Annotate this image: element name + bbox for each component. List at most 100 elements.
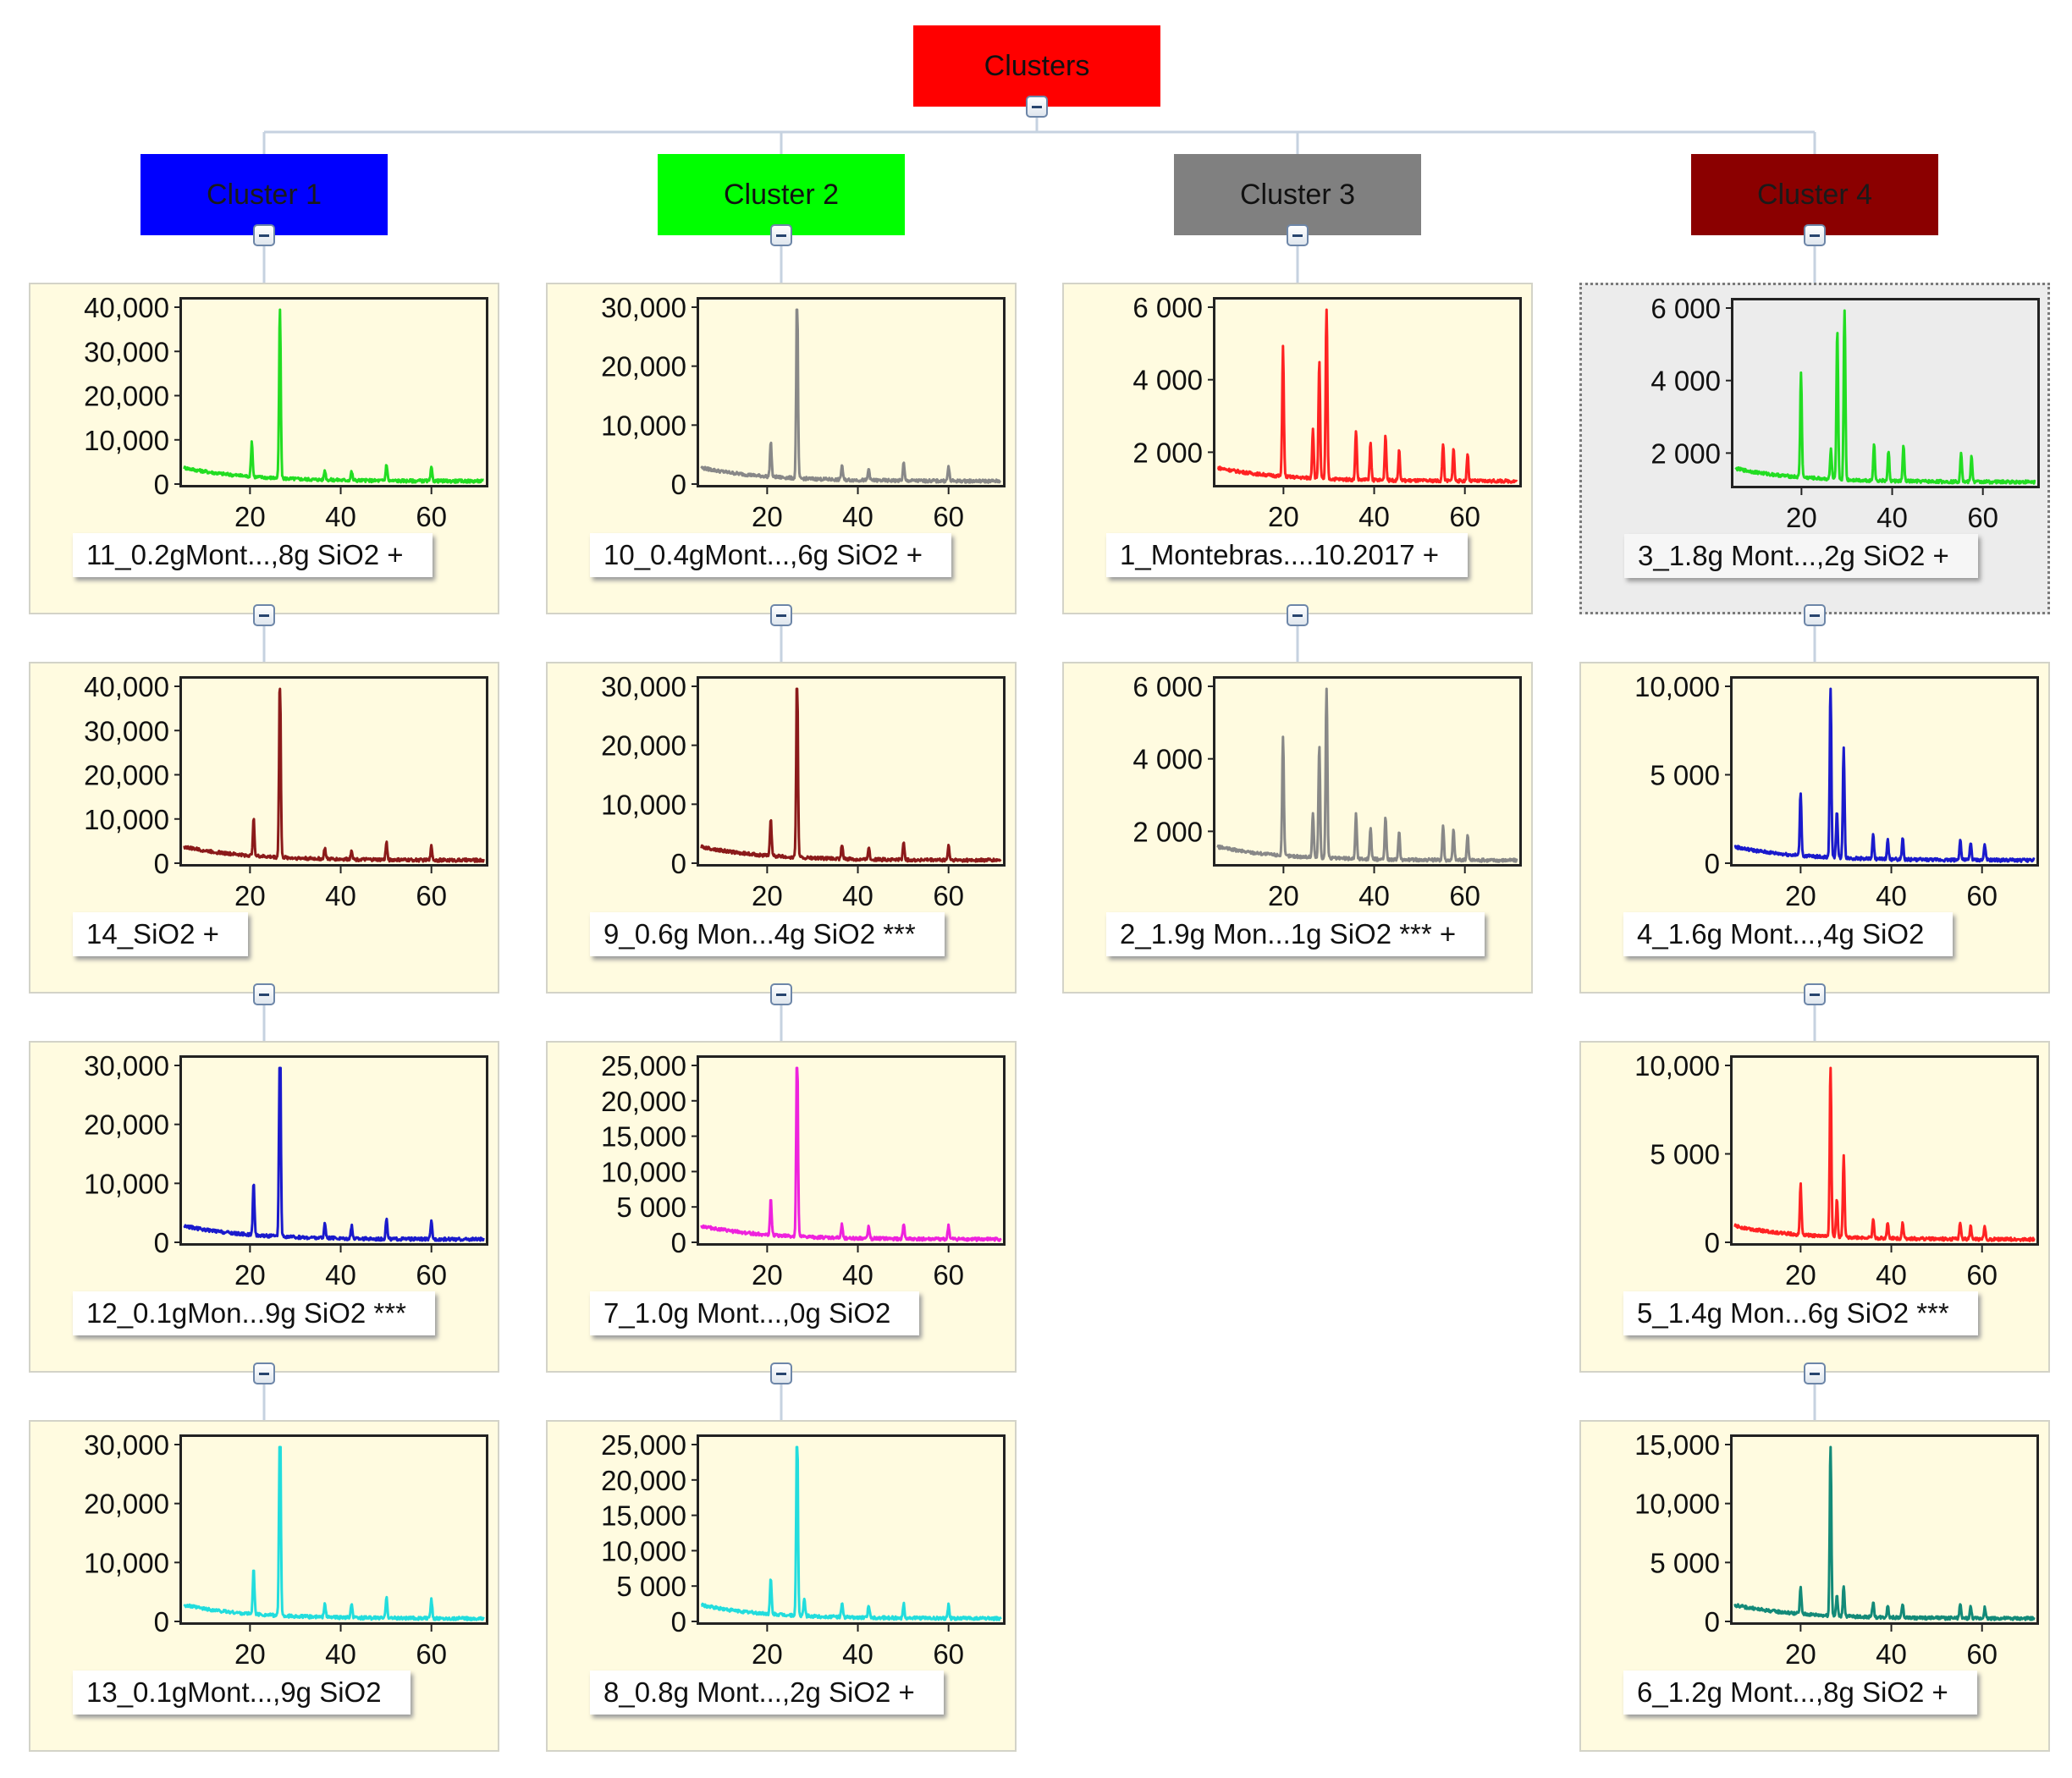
sample-node[interactable]: 10,000 5 000 0 20 40 60 5_1.4g Mon...6g SiO2 *… [1579, 1041, 2050, 1373]
sample-collapse-toggle[interactable] [253, 604, 275, 626]
x-tick-label: 60 [933, 1638, 964, 1670]
diffractogram-chart: 6 000 4 000 2 000 20 40 60 [1650, 293, 2040, 533]
plot-frame [697, 1055, 1006, 1246]
y-tick-label: 20,000 [601, 730, 686, 762]
x-tick-label: 60 [933, 1259, 964, 1291]
sample-collapse-toggle[interactable] [253, 1362, 275, 1384]
diffraction-trace [1216, 687, 1518, 863]
y-tick-label: 10,000 [601, 789, 686, 820]
y-tick-label: 6 000 [1132, 671, 1203, 702]
diffractogram-chart: 10,000 5 000 0 20 40 60 [1634, 1050, 2039, 1291]
sample-collapse-toggle[interactable] [1804, 1362, 1826, 1384]
x-tick-label: 40 [1876, 1259, 1907, 1291]
sample-node[interactable]: 30,000 20,000 10,000 0 20 40 60 9_0.6g Mon...4g… [546, 662, 1017, 994]
plot-frame [1731, 298, 2040, 488]
y-tick-label: 20,000 [84, 1489, 169, 1520]
plot-frame [697, 676, 1006, 867]
x-tick-label: 40 [842, 1638, 873, 1670]
x-tick-label: 60 [1449, 880, 1480, 911]
sample-node[interactable]: 10,000 5 000 0 20 40 60 4_1.6g Mont...,4g SiO2 [1579, 662, 2050, 994]
x-tick-label: 60 [933, 880, 964, 911]
y-tick-label: 25,000 [601, 1429, 686, 1461]
sample-label: 12_0.1gMon...9g SiO2 *** [73, 1291, 435, 1335]
y-tick-label: 15,000 [601, 1500, 686, 1532]
y-tick-label: 10,000 [84, 1547, 169, 1578]
x-tick-label: 20 [234, 1259, 266, 1291]
sample-node[interactable]: 40,000 30,000 20,000 10,000 0 20 40 60 11_0.2gMo… [29, 283, 499, 614]
y-tick-label: 0 [671, 848, 686, 879]
sample-label: 13_0.1gMont...,9g SiO2 [73, 1671, 411, 1715]
cluster-4-collapse-toggle[interactable] [1804, 224, 1826, 246]
x-tick-label: 40 [1358, 501, 1390, 532]
sample-label: 5_1.4g Mon...6g SiO2 *** [1623, 1291, 1978, 1335]
plot-frame [697, 1434, 1006, 1625]
y-tick-label: 0 [1705, 1227, 1720, 1258]
sample-collapse-toggle[interactable] [1804, 604, 1826, 626]
x-tick-label: 20 [234, 1638, 266, 1670]
cluster-3-collapse-toggle[interactable] [1287, 224, 1309, 246]
y-tick-label: 0 [154, 848, 169, 879]
sample-node[interactable]: 30,000 20,000 10,000 0 20 40 60 10_0.4gMont...,… [546, 283, 1017, 614]
sample-node[interactable]: 6 000 4 000 2 000 20 40 60 3_1.8g Mont...,2g S… [1579, 283, 2050, 614]
sample-node[interactable]: 40,000 30,000 20,000 10,000 0 20 40 60 14_SiO2 + [29, 662, 499, 994]
diffractogram-chart: 40,000 30,000 20,000 10,000 0 20 40 60 [84, 292, 488, 532]
x-tick-label: 40 [1876, 502, 1908, 533]
cluster-node-3[interactable]: Cluster 3 [1174, 154, 1421, 235]
cluster-1-collapse-toggle[interactable] [253, 224, 275, 246]
sample-label: 10_0.4gMont...,6g SiO2 + [590, 533, 952, 577]
y-tick-label: 0 [154, 1227, 169, 1258]
plot-frame [1213, 297, 1522, 487]
sample-collapse-toggle[interactable] [1804, 983, 1826, 1005]
x-tick-label: 20 [1785, 880, 1816, 911]
y-tick-label: 2 000 [1650, 438, 1721, 469]
y-tick-label: 30,000 [84, 1429, 169, 1461]
x-tick-label: 20 [752, 501, 783, 532]
sample-node[interactable]: 30,000 20,000 10,000 0 20 40 60 13_0.1gMont...,… [29, 1420, 499, 1752]
diffraction-trace [1216, 308, 1518, 484]
cluster-node-1[interactable]: Cluster 1 [141, 154, 388, 235]
x-tick-label: 20 [752, 1259, 783, 1291]
root-collapse-toggle[interactable] [1026, 96, 1048, 118]
sample-node[interactable]: 25,000 20,000 15,000 10,000 5 000 0 20 40 60 7_1.… [546, 1041, 1017, 1373]
x-tick-label: 60 [933, 501, 964, 532]
y-tick-label: 5 000 [1650, 1547, 1720, 1578]
sample-label: 6_1.2g Mont...,8g SiO2 + [1623, 1671, 1977, 1715]
sample-node[interactable]: 30,000 20,000 10,000 0 20 40 60 12_0.1gMon...9g… [29, 1041, 499, 1373]
sample-node[interactable]: 25,000 20,000 15,000 10,000 5 000 0 20 40 60 8_0.… [546, 1420, 1017, 1752]
x-tick-label: 40 [325, 1638, 356, 1670]
y-tick-label: 0 [154, 1606, 169, 1638]
x-tick-label: 20 [752, 1638, 783, 1670]
plot-frame [1730, 676, 2039, 867]
sample-node[interactable]: 15,000 10,000 5 000 0 20 40 60 6_1.2g Mont...,8… [1579, 1420, 2050, 1752]
sample-node[interactable]: 6 000 4 000 2 000 20 40 60 1_Montebras....10.2… [1062, 283, 1533, 614]
sample-collapse-toggle[interactable] [1287, 604, 1309, 626]
y-tick-label: 25,000 [601, 1050, 686, 1082]
sample-collapse-toggle[interactable] [770, 983, 792, 1005]
y-tick-label: 10,000 [84, 425, 169, 456]
diffraction-trace [700, 308, 1002, 484]
y-tick-label: 15,000 [601, 1121, 686, 1153]
cluster-node-4[interactable]: Cluster 4 [1691, 154, 1938, 235]
x-tick-label: 60 [416, 501, 447, 532]
sample-collapse-toggle[interactable] [770, 604, 792, 626]
y-tick-label: 20,000 [84, 760, 169, 791]
cluster-2-collapse-toggle[interactable] [770, 224, 792, 246]
diffraction-trace [700, 1445, 1002, 1621]
sample-node[interactable]: 6 000 4 000 2 000 20 40 60 2_1.9g Mon...1g SiO… [1062, 662, 1533, 994]
sample-label: 8_0.8g Mont...,2g SiO2 + [590, 1671, 944, 1715]
x-tick-label: 20 [752, 880, 783, 911]
x-tick-label: 40 [1876, 1638, 1907, 1670]
sample-label: 9_0.6g Mon...4g SiO2 *** [590, 912, 945, 956]
y-tick-label: 2 000 [1132, 816, 1203, 847]
x-tick-label: 40 [1876, 880, 1907, 911]
x-tick-label: 20 [1785, 1638, 1816, 1670]
sample-collapse-toggle[interactable] [253, 983, 275, 1005]
x-tick-label: 40 [1358, 880, 1390, 911]
cluster-node-2[interactable]: Cluster 2 [658, 154, 905, 235]
y-tick-label: 6 000 [1650, 293, 1721, 324]
sample-collapse-toggle[interactable] [770, 1362, 792, 1384]
root-node-clusters[interactable]: Clusters [913, 25, 1160, 107]
